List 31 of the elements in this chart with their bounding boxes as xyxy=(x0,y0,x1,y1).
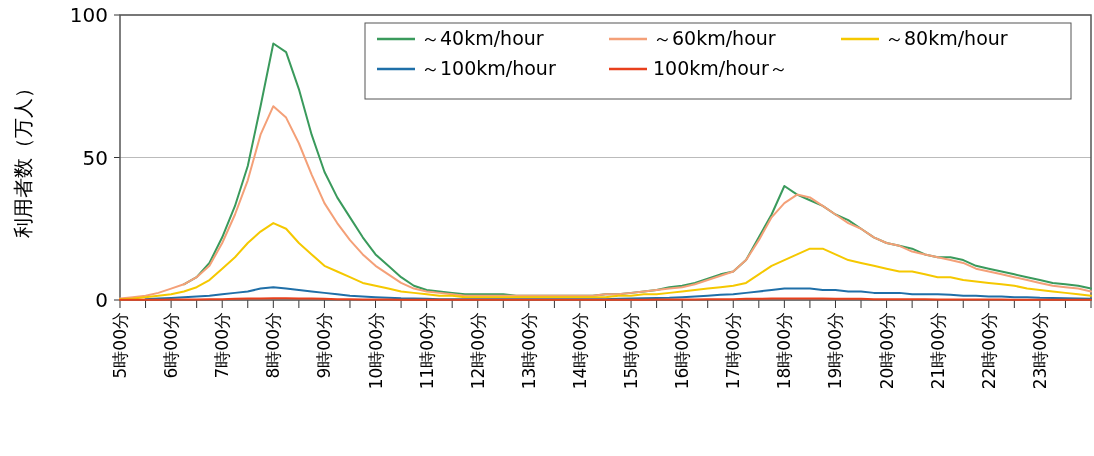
line-series xyxy=(119,222,1092,301)
legend-label: ～80km/hour xyxy=(885,27,1008,49)
legend-label: ～60km/hour xyxy=(653,27,776,49)
x-tick-label: 11時00分 xyxy=(416,312,437,390)
x-tick-label: 10時00分 xyxy=(365,312,386,390)
x-tick-label: 22時00分 xyxy=(978,312,999,390)
x-tick-label: 23時00分 xyxy=(1029,312,1050,390)
y-tick-label: 50 xyxy=(82,145,108,170)
x-tick-label: 21時00分 xyxy=(927,312,948,390)
y-axis-title: 利用者数（万人） xyxy=(11,77,35,238)
x-tick-label: 14時00分 xyxy=(569,312,590,390)
x-tick-label: 15時00分 xyxy=(621,312,642,390)
line-series xyxy=(119,105,1092,300)
line-series xyxy=(144,286,1092,301)
x-tick-label: 16時00分 xyxy=(672,312,693,390)
x-tick-label: 19時00分 xyxy=(825,312,846,390)
y-tick-label: 0 xyxy=(95,288,108,312)
x-tick-label: 13時00分 xyxy=(518,312,539,390)
x-tick-label: 9時00分 xyxy=(314,312,335,379)
x-tick-label: 12時00分 xyxy=(467,312,488,390)
x-tick-label: 6時00分 xyxy=(161,312,182,379)
x-tick-label: 7時00分 xyxy=(212,312,233,379)
x-tick-label: 8時00分 xyxy=(263,312,284,379)
x-tick-label: 18時00分 xyxy=(774,312,795,390)
legend-label: ～100km/hour xyxy=(421,57,556,79)
x-tick-label: 20時00分 xyxy=(876,312,897,390)
x-tick-label: 5時00分 xyxy=(110,312,130,379)
legend-label: ～40km/hour xyxy=(421,27,544,49)
y-tick-label: 100 xyxy=(69,3,108,27)
legend-label: 100km/hour～ xyxy=(653,57,788,79)
x-tick-label: 17時00分 xyxy=(723,312,744,390)
